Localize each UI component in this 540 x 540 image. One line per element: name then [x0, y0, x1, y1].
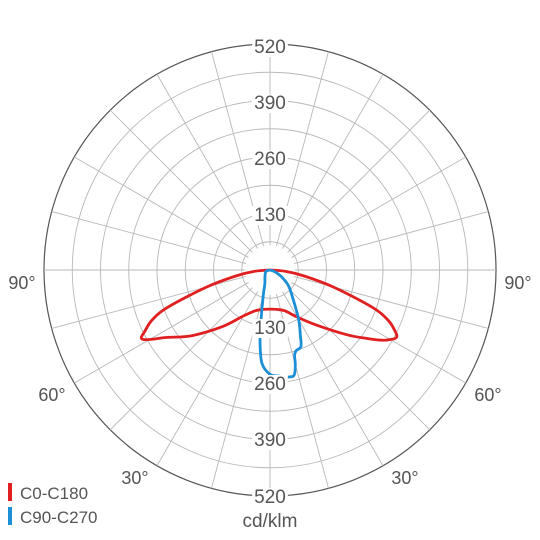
radial-tick-260-upper: 260 — [254, 149, 286, 170]
grid-spoke-15 — [293, 275, 489, 329]
tick-label-bg — [252, 375, 288, 394]
legend-label-c90-c270: C90-C270 — [20, 508, 98, 527]
grid-spoke-315 — [287, 109, 431, 253]
grid-spoke-300 — [282, 74, 384, 249]
radial-tick-130-upper: 130 — [254, 205, 286, 226]
angle-label-30-left: 30° — [121, 468, 148, 488]
grid-spoke-195 — [51, 211, 247, 265]
radial-tick-390-upper: 390 — [254, 93, 286, 114]
tick-label-bg — [252, 94, 288, 113]
grid-spoke-30 — [291, 282, 466, 384]
series-curve-c90-c270 — [258, 268, 303, 379]
angle-label-30-right: 30° — [391, 468, 418, 488]
tick-label-bg — [252, 431, 288, 450]
axis-labels: 130 260 390 520 130 260 390 520 90° 90° … — [8, 37, 531, 532]
angle-label-60-left: 60° — [38, 385, 65, 405]
radial-tick-130-lower: 130 — [254, 318, 286, 339]
grid-spoke-135 — [109, 287, 253, 431]
angle-label-60-right: 60° — [474, 385, 501, 405]
angle-label-90-right: 90° — [504, 273, 531, 293]
grid-spoke-345 — [293, 211, 489, 265]
unit-label: cd/klm — [243, 511, 298, 532]
angle-label-90-left: 90° — [8, 273, 35, 293]
radial-tick-260-lower: 260 — [254, 374, 286, 395]
series-curve-c0-c180 — [139, 268, 399, 342]
legend-swatch-c0-c180 — [8, 483, 12, 501]
grid-spoke-210 — [74, 156, 249, 258]
polar-curves — [139, 268, 399, 379]
grid-spoke-165 — [51, 275, 247, 329]
grid-spoke-240 — [156, 74, 258, 249]
grid-spoke-150 — [74, 282, 249, 384]
grid-spoke-330 — [291, 156, 466, 258]
grid-spoke-120 — [156, 291, 258, 466]
legend: C0-C180 C90-C270 — [8, 483, 98, 527]
grid-spoke-45 — [287, 287, 431, 431]
tick-label-bg — [252, 319, 288, 338]
tick-label-bg — [252, 38, 288, 57]
legend-swatch-c90-c270 — [8, 507, 12, 525]
radial-tick-520-upper: 520 — [254, 37, 286, 58]
radial-tick-390-lower: 390 — [254, 430, 286, 451]
legend-label-c0-c180: C0-C180 — [20, 484, 88, 503]
radial-tick-520-lower: 520 — [254, 487, 286, 508]
tick-label-bg — [252, 488, 288, 507]
grid-spoke-225 — [109, 109, 253, 253]
tick-label-bg — [252, 206, 288, 225]
tick-label-bg — [252, 150, 288, 169]
